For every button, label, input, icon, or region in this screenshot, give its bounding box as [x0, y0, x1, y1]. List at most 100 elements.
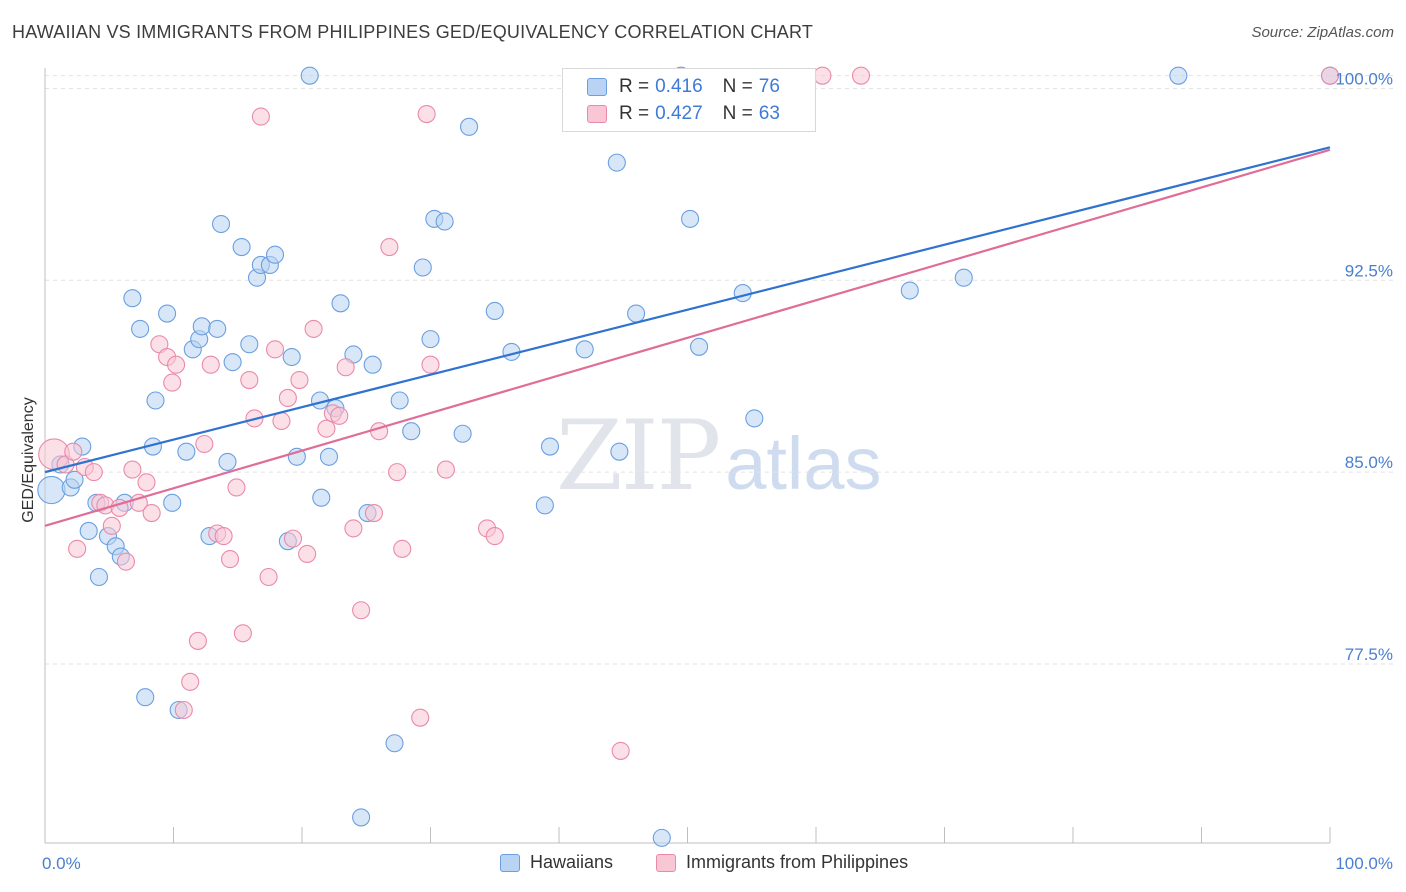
watermark-zip: ZIP	[556, 400, 721, 512]
legend-r-label: R =	[619, 76, 650, 97]
point-philippines	[411, 708, 430, 727]
point-philippines	[123, 460, 142, 479]
legend-r-label: R =	[619, 103, 650, 124]
point-hawaiians	[89, 567, 109, 587]
point-hawaiians	[607, 153, 626, 172]
point-hawaiians	[540, 437, 560, 456]
point-hawaiians	[652, 828, 671, 847]
point-hawaiians	[158, 304, 177, 323]
point-philippines	[272, 411, 291, 431]
point-philippines	[214, 527, 233, 546]
x-tick-labels: 0.0% 100.0%	[42, 854, 1393, 873]
point-hawaiians	[146, 391, 165, 410]
point-hawaiians	[745, 409, 764, 428]
trend-line-hawaiians	[44, 146, 1331, 474]
point-philippines	[240, 370, 259, 390]
point-hawaiians	[390, 391, 409, 410]
point-philippines	[436, 460, 455, 479]
point-hawaiians	[265, 245, 285, 264]
point-philippines	[421, 355, 440, 374]
bottom-legend-hawaiians: Hawaiians	[500, 852, 613, 873]
point-hawaiians	[223, 353, 242, 372]
point-philippines	[298, 544, 317, 564]
point-philippines	[233, 624, 252, 643]
point-philippines	[485, 527, 504, 546]
point-hawaiians	[163, 493, 182, 512]
point-hawaiians	[319, 447, 339, 466]
point-hawaiians	[65, 470, 84, 489]
point-hawaiians	[312, 488, 331, 507]
point-hawaiians	[131, 319, 150, 338]
point-philippines	[201, 355, 220, 374]
point-philippines	[259, 567, 278, 587]
point-philippines	[84, 463, 103, 482]
point-hawaiians	[352, 808, 371, 827]
point-hawaiians	[136, 688, 155, 707]
point-philippines	[116, 552, 136, 571]
point-hawaiians	[385, 734, 404, 753]
y-axis-label: GED/Equivalency	[20, 397, 37, 522]
legend-swatch-pink	[587, 105, 607, 123]
point-hawaiians	[177, 442, 196, 461]
point-philippines	[352, 601, 371, 620]
chart-source: Source: ZipAtlas.com	[1251, 24, 1394, 41]
point-philippines	[220, 550, 240, 569]
point-hawaiians	[681, 209, 700, 228]
y-tick-label: 100.0%	[1335, 69, 1393, 88]
point-philippines	[813, 66, 832, 85]
point-hawaiians	[208, 319, 227, 338]
point-hawaiians	[690, 337, 709, 356]
point-hawaiians	[535, 496, 554, 515]
point-philippines	[611, 741, 630, 760]
point-hawaiians	[402, 422, 421, 441]
point-philippines	[174, 700, 193, 720]
legend-n-value: 76	[758, 76, 780, 97]
point-philippines	[251, 107, 270, 126]
point-hawaiians	[733, 284, 752, 303]
point-hawaiians	[218, 452, 237, 471]
point-hawaiians	[300, 66, 319, 85]
point-philippines	[283, 529, 303, 548]
point-philippines	[195, 434, 214, 454]
legend-row-hawaiians: R = 0.416 N = 76	[587, 75, 780, 99]
point-hawaiians	[123, 289, 142, 308]
point-philippines	[393, 539, 412, 558]
legend-r-value: 0.416	[655, 76, 703, 97]
bottom-legend-swatch-blue	[500, 853, 520, 872]
point-philippines	[290, 370, 309, 390]
trend-line-philippines	[44, 148, 1331, 527]
legend-box: R = 0.416 N = 76 R = 0.427 N = 63	[562, 68, 816, 132]
bottom-legend: Hawaiians Immigrants from Philippines	[0, 852, 1406, 878]
point-philippines	[388, 463, 407, 482]
series-hawaiians-points	[37, 66, 1340, 847]
point-hawaiians	[282, 347, 301, 367]
point-hawaiians	[627, 304, 646, 323]
point-hawaiians	[610, 442, 629, 461]
point-philippines	[68, 539, 87, 558]
legend-r-value: 0.427	[655, 103, 703, 124]
x-tick-label: 100.0%	[1335, 854, 1393, 873]
point-hawaiians	[211, 214, 231, 234]
point-philippines	[167, 355, 186, 374]
bottom-legend-label: Hawaiians	[530, 852, 614, 872]
point-philippines	[163, 373, 182, 392]
bottom-legend-swatch-pink	[656, 853, 676, 872]
point-philippines	[137, 473, 156, 492]
point-hawaiians	[900, 281, 919, 300]
bottom-legend-label: Immigrants from Philippines	[686, 852, 909, 872]
point-hawaiians	[192, 317, 211, 336]
point-hawaiians	[435, 212, 454, 231]
legend-n-label: N =	[722, 103, 753, 124]
gridlines	[45, 75, 1395, 665]
point-hawaiians	[240, 335, 259, 354]
point-philippines	[1320, 66, 1340, 85]
point-philippines	[142, 503, 161, 523]
legend-n-label: N =	[722, 76, 753, 97]
y-tick-label: 77.5%	[1345, 645, 1393, 664]
legend-row-philippines: R = 0.427 N = 63	[587, 102, 780, 126]
legend-swatch-blue	[587, 78, 607, 96]
point-hawaiians	[79, 521, 98, 541]
point-philippines	[188, 631, 207, 650]
y-tick-label: 92.5%	[1345, 261, 1393, 280]
point-philippines	[304, 319, 323, 338]
